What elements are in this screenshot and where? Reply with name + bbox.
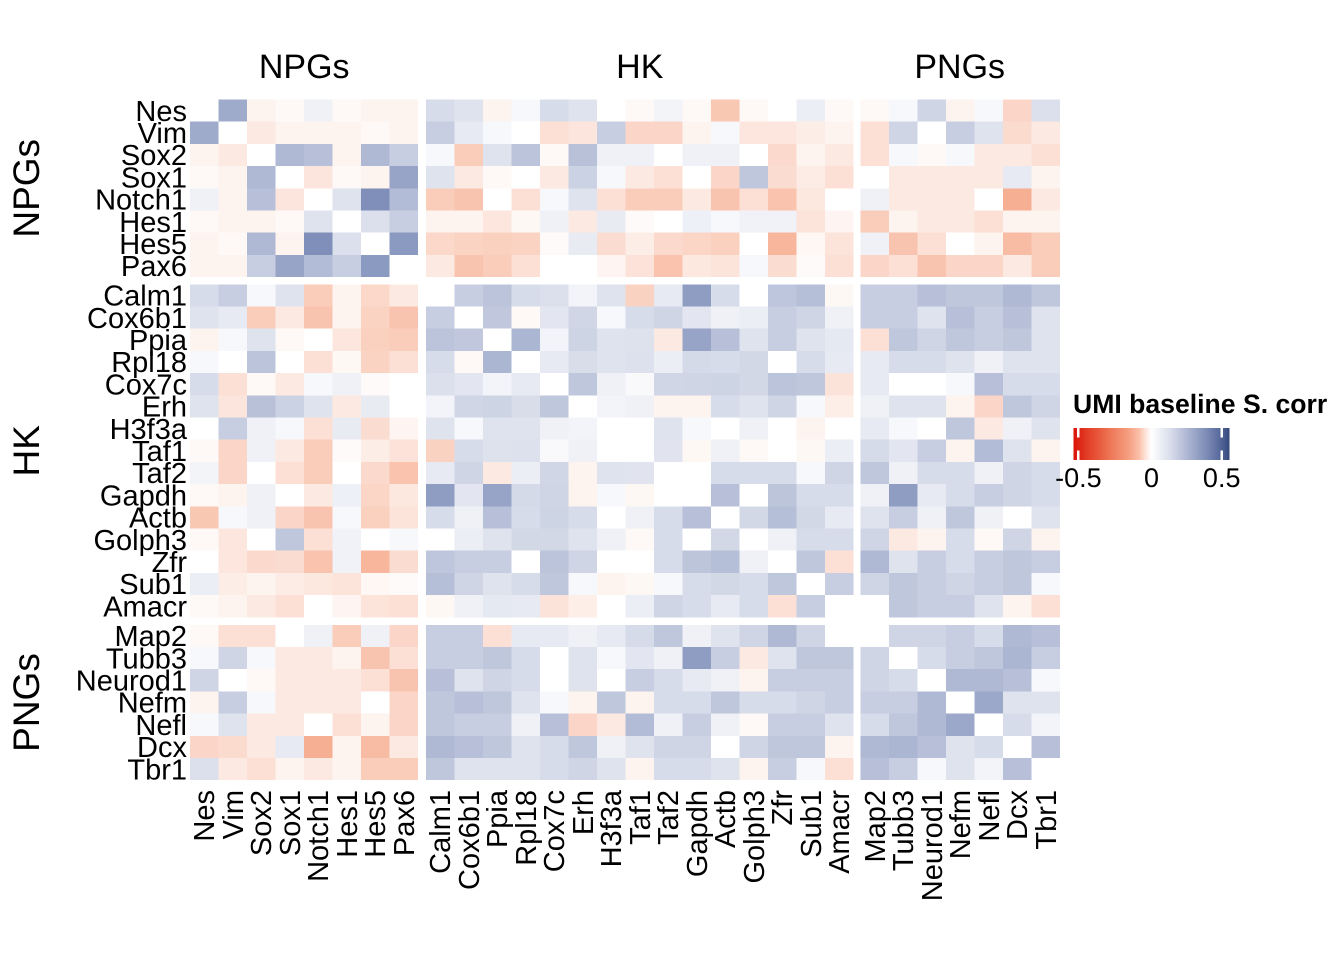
svg-text:Tubb3: Tubb3	[888, 790, 920, 871]
svg-text:Tbr1: Tbr1	[127, 754, 187, 786]
svg-text:Vim: Vim	[138, 118, 187, 150]
svg-text:Sub1: Sub1	[119, 569, 187, 601]
svg-text:Sox2: Sox2	[246, 790, 278, 856]
svg-text:NPGs: NPGs	[259, 48, 350, 86]
svg-text:Rpl18: Rpl18	[511, 790, 543, 866]
svg-text:Nefl: Nefl	[974, 790, 1006, 842]
svg-text:Amacr: Amacr	[824, 790, 856, 874]
svg-text:Nes: Nes	[189, 790, 221, 842]
svg-text:Dcx: Dcx	[1002, 790, 1034, 840]
svg-text:Notch1: Notch1	[95, 185, 187, 217]
svg-text:Amacr: Amacr	[103, 591, 187, 623]
svg-text:Taf1: Taf1	[132, 436, 187, 468]
svg-text:HK: HK	[616, 48, 664, 86]
svg-text:Hes1: Hes1	[119, 207, 187, 239]
svg-text:Cox7c: Cox7c	[539, 790, 571, 872]
svg-text:Nefm: Nefm	[118, 688, 187, 720]
svg-text:Map2: Map2	[114, 621, 187, 653]
svg-text:Map2: Map2	[860, 790, 892, 863]
svg-text:Golph3: Golph3	[739, 790, 771, 884]
svg-text:0: 0	[1144, 463, 1159, 493]
svg-text:Neurod1: Neurod1	[917, 790, 949, 901]
svg-text:Tubb3: Tubb3	[106, 643, 187, 675]
svg-text:Cox7c: Cox7c	[105, 369, 187, 401]
svg-text:Hes5: Hes5	[119, 229, 187, 261]
svg-text:Ppia: Ppia	[482, 789, 514, 848]
svg-text:Hes1: Hes1	[332, 790, 364, 858]
svg-text:Vim: Vim	[218, 790, 250, 839]
svg-text:Rpl18: Rpl18	[111, 347, 187, 379]
svg-text:Sox1: Sox1	[121, 162, 187, 194]
svg-text:Nefm: Nefm	[945, 790, 977, 859]
svg-text:Gapdh: Gapdh	[100, 480, 187, 512]
svg-text:PNGs: PNGs	[6, 653, 47, 752]
svg-text:Actb: Actb	[710, 790, 742, 848]
svg-text:Nes: Nes	[135, 96, 187, 128]
svg-text:PNGs: PNGs	[914, 48, 1005, 86]
svg-text:UMI baseline S. corr: UMI baseline S. corr	[1073, 389, 1327, 419]
svg-text:0.5: 0.5	[1203, 463, 1241, 493]
svg-text:Zfr: Zfr	[152, 547, 188, 579]
svg-text:Gapdh: Gapdh	[682, 790, 714, 877]
svg-text:Calm1: Calm1	[425, 790, 457, 874]
svg-text:H3f3a: H3f3a	[596, 789, 628, 867]
svg-text:Pax6: Pax6	[389, 790, 421, 856]
svg-text:Taf2: Taf2	[653, 790, 685, 845]
svg-text:Nefl: Nefl	[135, 710, 187, 742]
svg-text:Erh: Erh	[142, 392, 187, 424]
svg-text:Cox6b1: Cox6b1	[87, 303, 187, 335]
svg-text:Ppia: Ppia	[129, 325, 188, 357]
svg-text:Golph3: Golph3	[93, 525, 187, 557]
svg-text:Sox2: Sox2	[121, 140, 187, 172]
svg-text:Notch1: Notch1	[303, 790, 335, 882]
svg-text:Sub1: Sub1	[796, 790, 828, 858]
svg-text:H3f3a: H3f3a	[110, 414, 188, 446]
svg-text:Cox6b1: Cox6b1	[454, 790, 486, 890]
svg-text:-0.5: -0.5	[1055, 463, 1102, 493]
svg-text:Erh: Erh	[568, 790, 600, 835]
svg-text:HK: HK	[6, 425, 47, 477]
svg-text:Taf2: Taf2	[132, 458, 187, 490]
svg-text:Tbr1: Tbr1	[1031, 790, 1063, 850]
svg-text:Dcx: Dcx	[137, 732, 187, 764]
svg-text:Hes5: Hes5	[360, 790, 392, 858]
svg-text:Sox1: Sox1	[275, 790, 307, 856]
svg-text:Pax6: Pax6	[121, 251, 187, 283]
svg-text:Calm1: Calm1	[103, 281, 187, 313]
svg-text:Neurod1: Neurod1	[76, 666, 187, 698]
svg-text:Taf1: Taf1	[625, 790, 657, 845]
svg-text:NPGs: NPGs	[6, 139, 47, 238]
svg-text:Actb: Actb	[129, 503, 187, 535]
svg-text:Zfr: Zfr	[767, 790, 799, 826]
